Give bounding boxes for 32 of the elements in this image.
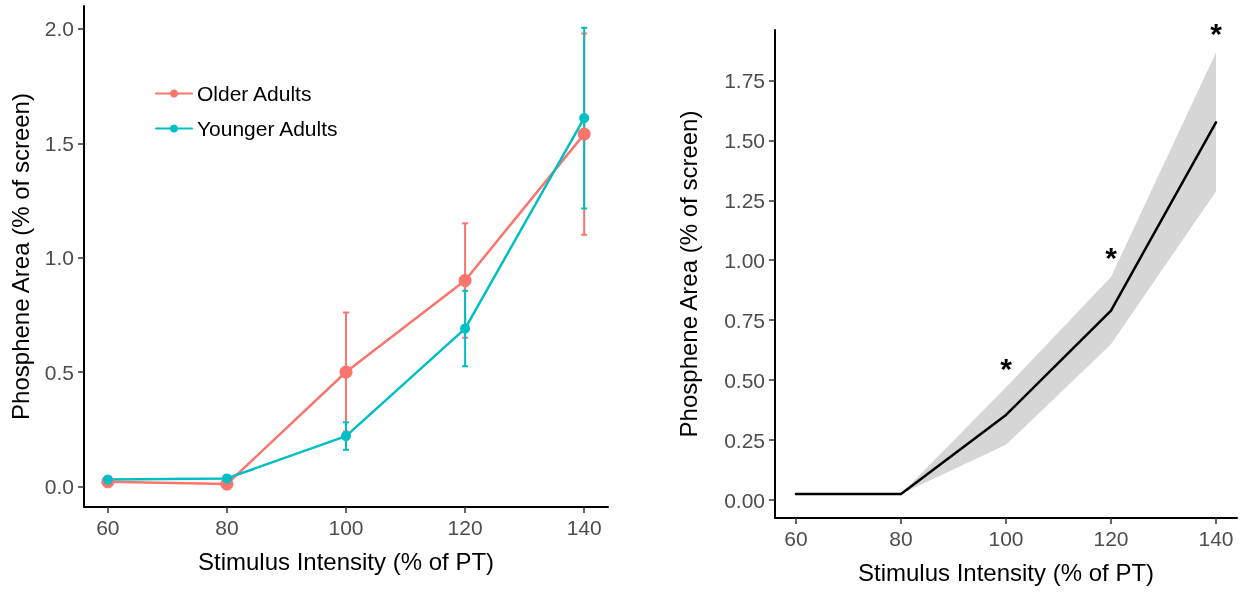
x-tick-label: 140 [566,516,602,539]
legend-label: Older Adults [197,82,312,105]
y-axis-title: Phosphene Area (% of screen) [6,93,34,420]
x-tick-label: 100 [328,516,364,539]
y-tick-label: 0.50 [724,368,765,392]
x-tick-label: 80 [215,516,239,539]
annotation: * [1105,241,1118,275]
y-tick-label: 0.00 [724,488,765,512]
y-tick-label: 2.0 [44,17,74,41]
y-tick-label: 1.00 [724,248,765,272]
y-tick-label: 0.25 [724,428,765,452]
x-tick-label: 120 [447,516,483,539]
x-tick-label: 100 [988,527,1024,550]
x-tick-label: 140 [1198,527,1234,550]
x-tick-label: 60 [784,527,808,550]
legend-label: Younger Adults [197,117,338,140]
x-axis-title: Stimulus Intensity (% of PT) [857,558,1155,586]
y-tick-label: 1.75 [724,68,765,92]
y-tick-label: 0.75 [724,308,765,332]
x-tick-label: 120 [1093,527,1129,550]
annotation: * [1000,351,1013,385]
y-tick-label: 1.25 [724,188,765,212]
y-tick-label: 1.5 [44,131,74,155]
y-tick-label: 0.0 [44,474,74,498]
y-tick-label: 1.50 [724,128,765,152]
x-tick-label: 80 [889,527,913,550]
x-axis-title: Stimulus Intensity (% of PT) [197,547,495,575]
x-tick-label: 60 [96,516,120,539]
y-tick-label: 1.0 [44,246,74,270]
annotation: * [1210,17,1223,51]
y-tick-label: 0.5 [44,360,74,384]
y-axis-title: Phosphene Area (% of screen) [674,110,702,438]
